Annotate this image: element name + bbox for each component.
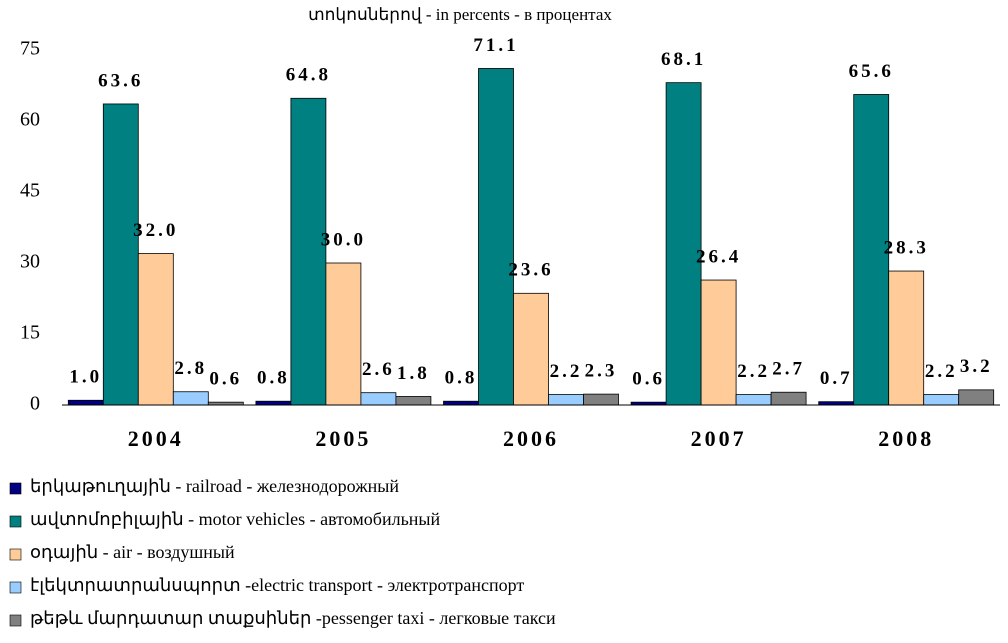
bar	[700, 279, 737, 406]
bar	[770, 391, 807, 406]
value-label: 26.4	[696, 246, 741, 267]
bar	[548, 394, 584, 406]
value-label: 63.6	[98, 70, 143, 91]
value-label: 1.8	[397, 363, 430, 384]
y-tick-label: 75	[20, 38, 40, 60]
value-label: 32.0	[133, 220, 178, 241]
value-label: 71.1	[473, 35, 518, 56]
y-tick-label: 0	[30, 393, 40, 415]
x-tick-label: 2005	[315, 426, 371, 451]
value-label: 68.1	[661, 49, 706, 70]
bar	[478, 68, 514, 406]
value-label: 0.7	[820, 368, 853, 389]
x-tick-label: 2008	[878, 426, 934, 451]
value-label: 2.2	[550, 361, 583, 382]
bar	[888, 270, 925, 406]
bar	[443, 400, 479, 406]
legend-swatch	[9, 614, 22, 627]
bar	[665, 82, 702, 406]
legend-label: էլեկտրատրանսպորտ -electric transport - э…	[30, 575, 524, 595]
value-label: 3.2	[960, 356, 993, 377]
value-label: 2.2	[737, 361, 770, 382]
value-label: 2.8	[174, 358, 207, 379]
bar	[172, 391, 209, 406]
bar	[923, 394, 960, 406]
bar	[583, 393, 619, 406]
x-tick-label: 2007	[691, 426, 747, 451]
y-tick-label: 45	[20, 180, 40, 202]
bar	[958, 389, 995, 406]
legend-label: երկաթուղային - railroad - железнодорожны…	[30, 476, 399, 496]
legend-label: օդային - air - воздушный	[30, 542, 235, 562]
bar	[102, 103, 139, 406]
value-label: 0.8	[445, 368, 478, 389]
bar	[735, 394, 772, 406]
value-label: 65.6	[849, 61, 894, 82]
legend-swatch	[9, 548, 22, 561]
bar	[137, 253, 174, 406]
legend-swatch	[9, 515, 22, 528]
y-tick-label: 30	[20, 251, 40, 273]
x-tick-label: 2006	[503, 426, 559, 451]
value-label: 0.8	[257, 368, 290, 389]
value-label: 30.0	[321, 229, 366, 250]
value-label: 1.0	[69, 367, 102, 388]
value-label: 2.2	[925, 361, 958, 382]
legend-label: ավտոմոբիլային - motor vehicles - автомоб…	[30, 509, 441, 529]
bar	[853, 94, 890, 406]
bar	[395, 396, 432, 406]
x-tick-label: 2004	[128, 426, 184, 451]
value-label: 2.6	[362, 359, 395, 380]
bar	[360, 392, 397, 406]
value-label: 28.3	[884, 237, 929, 258]
bar	[513, 292, 549, 406]
value-label: 0.6	[209, 369, 242, 390]
value-label: 23.6	[508, 260, 553, 281]
bar	[255, 400, 292, 406]
bar	[325, 262, 362, 406]
y-tick-label: 15	[20, 322, 40, 344]
legend-label: թեթև մարդատար տաքսիներ -pessenger taxi -…	[30, 608, 556, 628]
bar	[67, 399, 104, 406]
chart-title: տոկոսներով - in percents - в процентах	[308, 5, 612, 24]
y-tick-label: 60	[20, 109, 40, 131]
legend-swatch	[9, 482, 22, 495]
value-label: 2.3	[585, 360, 618, 381]
bar	[290, 97, 327, 406]
value-label: 2.7	[772, 359, 805, 380]
legend-swatch	[9, 581, 22, 594]
value-label: 64.8	[286, 65, 331, 86]
value-label: 0.6	[632, 369, 665, 390]
